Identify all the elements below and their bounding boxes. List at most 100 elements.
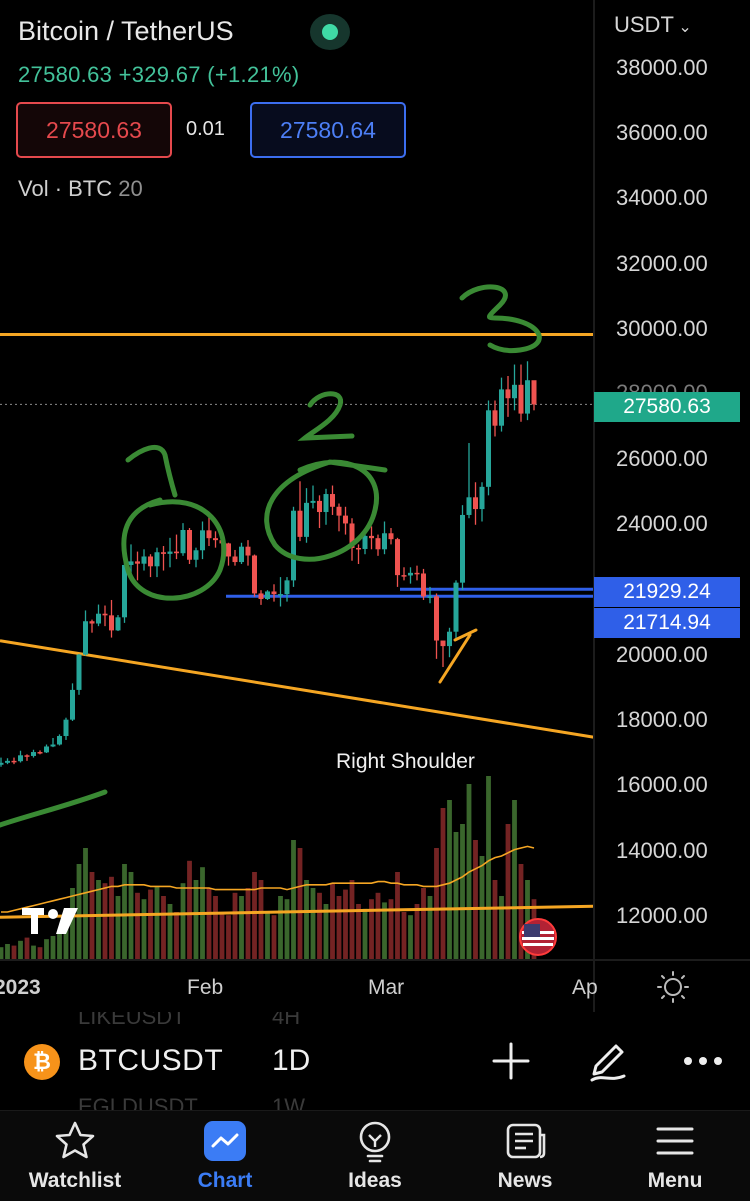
candle [83, 610, 88, 656]
last-price: 27580.63 [18, 62, 113, 87]
volume-bar [70, 888, 75, 960]
volume-bar [362, 908, 368, 960]
symbol-toolbar: LIKEUSDT 4H EGLDUSDT 1W [0, 1012, 750, 1110]
nav-menu[interactable]: Menu [600, 1119, 750, 1193]
candle-body [187, 530, 192, 560]
currency-selector[interactable]: USDT ⌄ [614, 12, 692, 38]
candle [336, 503, 342, 532]
price-change: +329.67 (+1.21%) [118, 62, 300, 87]
volume-bar [174, 912, 179, 960]
candle [343, 506, 348, 535]
candle-body [525, 380, 530, 414]
volume-bar [284, 899, 290, 960]
number-3 [459, 284, 542, 353]
candle [193, 547, 199, 568]
volume-bar [518, 864, 524, 960]
candle [388, 528, 394, 545]
market-status-icon [310, 14, 350, 50]
candle [330, 485, 335, 515]
volume-bar [109, 876, 114, 960]
candle-body [317, 500, 322, 513]
candle-body [122, 564, 127, 618]
volume-legend[interactable]: Vol · BTC 20 [18, 176, 143, 202]
candle [304, 488, 309, 543]
candle-body [83, 621, 88, 655]
candle [271, 584, 277, 602]
buy-button[interactable]: 27580.64 [250, 102, 406, 158]
volume-bar [115, 896, 121, 960]
candle-body [245, 546, 251, 556]
candle-body [89, 621, 95, 624]
candle-body [50, 744, 56, 747]
candle-body [128, 561, 134, 565]
volume-bar [453, 832, 459, 960]
candle [11, 757, 17, 765]
volume-legend-label: Vol · BTC [18, 176, 113, 201]
plus-icon[interactable] [488, 1038, 534, 1084]
candle-body [109, 615, 114, 631]
volume-bar [369, 899, 374, 960]
candle-body [466, 497, 472, 515]
candle [447, 627, 452, 658]
theme-settings-icon[interactable] [656, 970, 690, 1004]
price-axis-label: 34000.00 [616, 185, 708, 210]
candle [109, 599, 114, 638]
nav-ideas[interactable]: Ideas [300, 1119, 450, 1193]
candle [356, 544, 361, 565]
candle-body [395, 539, 400, 576]
candle [297, 481, 303, 542]
candle [213, 531, 218, 548]
candle-body [213, 538, 218, 541]
candle-body [148, 556, 153, 567]
chart-area[interactable]: Bitcoin / TetherUS 27580.63 +329.67 (+1.… [0, 0, 750, 1012]
candle [180, 523, 186, 556]
number-2 [297, 391, 355, 441]
sell-button[interactable]: 27580.63 [16, 102, 172, 158]
candle [245, 540, 251, 566]
volume-bar [63, 920, 69, 960]
candle-body [453, 582, 459, 632]
candle [382, 521, 387, 555]
nav-watchlist-label: Watchlist [28, 1169, 122, 1192]
time-axis-label: Ap [572, 976, 598, 999]
pen-icon[interactable] [584, 1038, 630, 1084]
candle [323, 488, 329, 525]
interval-selector[interactable]: 1D [272, 1044, 311, 1077]
candle-body [180, 530, 186, 554]
volume-bar [349, 880, 355, 960]
candle-body [200, 530, 205, 551]
candle [466, 443, 472, 519]
more-icon[interactable] [680, 1038, 726, 1084]
candle [369, 526, 374, 550]
candle [135, 551, 140, 581]
candle-body [252, 555, 257, 594]
volume-bar [213, 896, 218, 960]
candle-body [518, 384, 524, 414]
trendline [0, 639, 595, 739]
candle [63, 717, 69, 740]
chart-icon [204, 1121, 246, 1161]
candle [531, 380, 537, 411]
candle [512, 364, 517, 411]
candle-body [70, 689, 75, 720]
candle-body [434, 596, 439, 641]
level-tag-lower: 21714.94 [594, 608, 740, 638]
nav-news[interactable]: News [450, 1119, 600, 1193]
candle [473, 482, 478, 525]
candle [128, 544, 134, 576]
candle-body [421, 573, 426, 597]
candle-body [193, 550, 199, 560]
nav-watchlist[interactable]: Watchlist [0, 1119, 150, 1193]
candle-body [0, 762, 4, 765]
volume-bar [245, 888, 251, 960]
candle [460, 505, 465, 591]
circle-2 [264, 459, 388, 562]
nav-chart[interactable]: Chart [150, 1119, 300, 1193]
us-flag-icon[interactable] [518, 917, 558, 957]
symbol-selector[interactable]: BTCUSDT [78, 1044, 224, 1077]
volume-bar [492, 880, 498, 960]
last-price-tag: 27580.63 [594, 392, 740, 422]
candle [187, 528, 192, 565]
volume-bar [0, 947, 4, 960]
price-chart[interactable] [0, 0, 750, 1012]
